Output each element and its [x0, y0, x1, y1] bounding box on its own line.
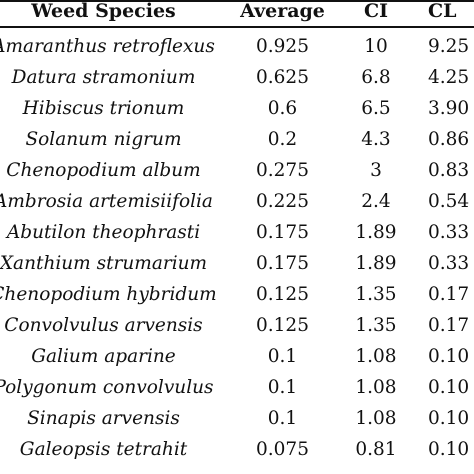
ci-cell: 2.4 [361, 190, 391, 212]
table-header-row: Weed Species Average CI CL [0, 0, 474, 26]
ci-cell: 0.81 [355, 438, 397, 460]
header-average: Average [240, 0, 325, 22]
average-cell: 0.6 [267, 97, 298, 119]
ci-cell: 1.89 [355, 221, 397, 243]
table-row: Datura stramonium 0.625 6.8 4.25 [0, 61, 474, 93]
species-cell: Xanthium strumarium [0, 252, 208, 274]
average-cell: 0.175 [256, 221, 309, 243]
species-cell: Sinapis arvensis [27, 407, 180, 429]
average-cell: 0.225 [256, 190, 309, 212]
average-cell: 0.275 [256, 159, 309, 181]
table-row: Galium aparine 0.1 1.08 0.10 [0, 340, 474, 372]
average-cell: 0.925 [256, 35, 309, 57]
average-cell: 0.1 [267, 407, 298, 429]
species-cell: Solanum nigrum [25, 128, 182, 150]
species-cell: Chenopodium album [6, 159, 201, 181]
cl-cell: 0.54 [428, 190, 470, 212]
species-cell: Datura stramonium [11, 66, 196, 88]
cl-cell: 0.10 [428, 407, 470, 429]
ci-cell: 6.8 [361, 66, 391, 88]
species-cell: Chenopodium hybridum [0, 283, 217, 305]
table-row: Chenopodium album 0.275 3 0.83 [0, 154, 474, 186]
cl-cell: 9.25 [428, 35, 470, 57]
table-row: Xanthium strumarium 0.175 1.89 0.33 [0, 247, 474, 279]
table-row: Abutilon theophrasti 0.175 1.89 0.33 [0, 216, 474, 248]
average-cell: 0.075 [256, 438, 309, 460]
ci-cell: 10 [364, 35, 388, 57]
average-cell: 0.175 [256, 252, 309, 274]
cl-cell: 0.17 [428, 283, 470, 305]
header-ci: CI [363, 0, 388, 22]
species-cell: Convolvulus arvensis [4, 314, 203, 336]
cl-cell: 0.83 [428, 159, 470, 181]
species-cell: Hibiscus trionum [22, 97, 185, 119]
ci-cell: 1.08 [355, 376, 397, 398]
table-row: Ambrosia artemisiifolia 0.225 2.4 0.54 [0, 185, 474, 217]
ci-cell: 6.5 [361, 97, 391, 119]
cl-cell: 0.86 [428, 128, 470, 150]
table-row: Sinapis arvensis 0.1 1.08 0.10 [0, 402, 474, 434]
cl-cell: 0.10 [428, 345, 470, 367]
cl-cell: 3.90 [428, 97, 470, 119]
cl-cell: 0.10 [428, 376, 470, 398]
average-cell: 0.125 [256, 314, 309, 336]
table-row: Hibiscus trionum 0.6 6.5 3.90 [0, 92, 474, 124]
cl-cell: 0.33 [428, 221, 470, 243]
species-cell: Galium aparine [31, 345, 176, 367]
ci-cell: 1.08 [355, 407, 397, 429]
average-cell: 0.125 [256, 283, 309, 305]
header-weed-species: Weed Species [31, 0, 176, 22]
cl-cell: 0.10 [428, 438, 470, 460]
ci-cell: 3 [370, 159, 382, 181]
ci-cell: 1.35 [355, 314, 397, 336]
table-header-rule [0, 26, 474, 28]
ci-cell: 1.89 [355, 252, 397, 274]
ci-cell: 1.35 [355, 283, 397, 305]
species-cell: Abutilon theophrasti [6, 221, 201, 243]
table-top-rule [0, 0, 474, 2]
header-cl: CL [428, 0, 457, 22]
ci-cell: 4.3 [361, 128, 391, 150]
ci-cell: 1.08 [355, 345, 397, 367]
table-row: Chenopodium hybridum 0.125 1.35 0.17 [0, 278, 474, 310]
cl-cell: 0.17 [428, 314, 470, 336]
average-cell: 0.1 [267, 345, 298, 367]
table-row: Convolvulus arvensis 0.125 1.35 0.17 [0, 309, 474, 341]
cl-cell: 4.25 [428, 66, 470, 88]
table-row: Polygonum convolvulus 0.1 1.08 0.10 [0, 371, 474, 403]
average-cell: 0.2 [267, 128, 298, 150]
cl-cell: 0.33 [428, 252, 470, 274]
average-cell: 0.625 [256, 66, 309, 88]
table-row: Amaranthus retroflexus 0.925 10 9.25 [0, 30, 474, 62]
species-cell: Polygonum convolvulus [0, 376, 214, 398]
average-cell: 0.1 [267, 376, 298, 398]
species-cell: Galeopsis tetrahit [19, 438, 188, 460]
table-row: Solanum nigrum 0.2 4.3 0.86 [0, 123, 474, 155]
species-cell: Ambrosia artemisiifolia [0, 190, 213, 212]
table-row: Galeopsis tetrahit 0.075 0.81 0.10 [0, 433, 474, 465]
species-cell: Amaranthus retroflexus [0, 35, 215, 57]
